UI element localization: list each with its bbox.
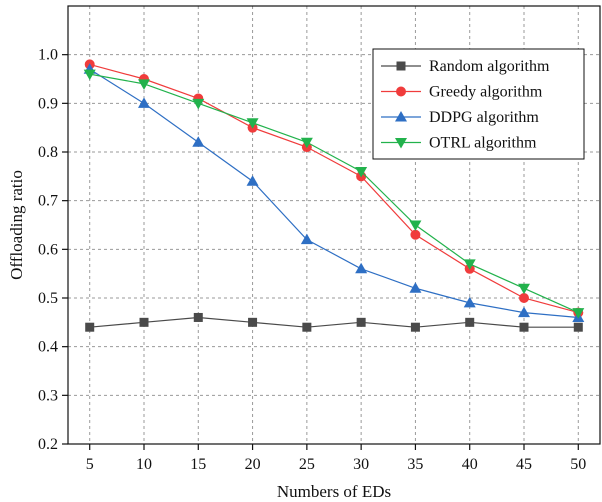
data-point: [138, 79, 150, 90]
series-greedy: [84, 59, 584, 318]
data-point: [519, 293, 529, 303]
data-point: [138, 97, 150, 108]
x-tick-label: 10: [136, 456, 152, 473]
data-point: [410, 229, 421, 240]
x-tick-label: 5: [86, 456, 94, 473]
x-tick-label: 30: [353, 456, 369, 473]
series-random: [85, 312, 583, 332]
legend-label: OTRL algorithm: [429, 135, 537, 152]
data-point: [409, 220, 422, 231]
series-line: [89, 68, 579, 319]
data-point: [300, 233, 313, 245]
series-line: [89, 63, 579, 314]
y-tick-label: 1.0: [38, 47, 58, 64]
legend-label: DDPG algorithm: [429, 109, 539, 126]
y-tick-label: 0.7: [38, 193, 58, 210]
data-point: [572, 308, 585, 319]
legend: Random algorithm Greedy algorithm DDPG alg…: [372, 48, 585, 160]
x-tick-label: 45: [516, 456, 532, 473]
data-point: [302, 322, 312, 332]
data-point: [463, 259, 476, 270]
data-point: [465, 317, 475, 327]
y-tick-label: 0.2: [38, 436, 58, 453]
series-line: [89, 316, 579, 328]
series-line: [89, 73, 579, 314]
x-tick-label: 50: [570, 456, 586, 473]
legend-marker: [396, 61, 406, 71]
data-point: [83, 69, 96, 81]
data-point: [193, 312, 203, 322]
plot-frame: [67, 5, 601, 445]
legend-box: [372, 48, 585, 160]
legend-marker: [395, 138, 407, 149]
data-point: [355, 166, 368, 178]
x-tick-label: 25: [299, 456, 315, 473]
data-point: [518, 306, 530, 318]
series-layer: [83, 59, 585, 332]
data-point: [410, 322, 420, 332]
legend-marker: [396, 86, 406, 97]
data-point: [518, 283, 530, 295]
data-point: [300, 137, 313, 149]
data-point: [246, 118, 259, 129]
data-point: [409, 282, 422, 293]
x-tick-label: 40: [462, 456, 478, 473]
y-tick-label: 0.5: [38, 290, 58, 307]
data-point: [246, 175, 259, 186]
y-tick-label: 0.4: [38, 339, 58, 356]
data-point: [463, 296, 476, 308]
y-tick-label: 0.9: [38, 95, 58, 112]
data-point: [573, 322, 583, 332]
y-axis-title: Offloading ratio: [7, 170, 26, 280]
legend-label: Random algorithm: [429, 58, 550, 75]
data-point: [355, 262, 368, 274]
x-tick-label: 35: [407, 456, 423, 473]
axis-ticks: 5 10 15 20 25 30 35 40 45 50 0.2 0.3 0.4 0.5 0.6 0.7 0.8…: [38, 47, 586, 473]
data-point: [192, 136, 205, 147]
data-point: [85, 322, 95, 332]
x-axis-title: Numbers of EDs: [277, 482, 391, 501]
y-tick-label: 0.3: [38, 387, 58, 404]
y-tick-label: 0.8: [38, 144, 58, 161]
series-otrl: [83, 69, 585, 319]
data-point: [248, 317, 258, 327]
data-point: [192, 98, 205, 110]
data-point: [356, 317, 366, 327]
y-tick-label: 0.6: [38, 241, 58, 258]
x-tick-label: 15: [190, 456, 206, 473]
legend-label: Greedy algorithm: [429, 84, 543, 101]
data-point: [519, 322, 529, 332]
legend-marker: [395, 111, 407, 122]
x-tick-label: 20: [245, 456, 261, 473]
data-point: [139, 317, 149, 327]
